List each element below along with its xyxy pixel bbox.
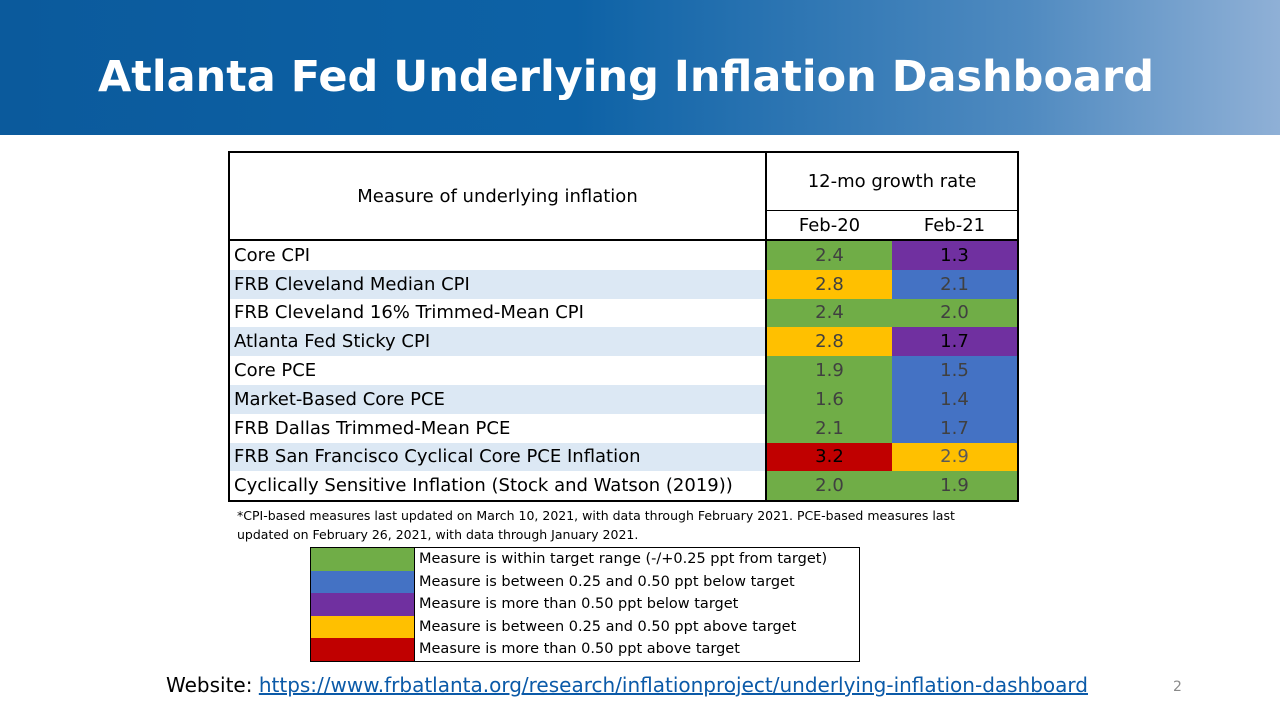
- value-feb20: 2.1: [766, 413, 892, 443]
- table-row: FRB Dallas Trimmed-Mean PCE 2.1 1.7: [228, 413, 1019, 443]
- measure-name: Core PCE: [228, 356, 767, 385]
- legend-text: Measure is within target range (-/+0.25 …: [419, 551, 828, 568]
- value-feb21: 1.9: [892, 471, 1019, 503]
- value-feb21: 1.7: [892, 413, 1019, 443]
- legend-swatch: [310, 638, 415, 661]
- measure-name: FRB Cleveland Median CPI: [228, 269, 767, 299]
- measure-name: FRB San Francisco Cyclical Core PCE Infl…: [228, 442, 767, 472]
- website-link[interactable]: https://www.frbatlanta.org/research/infl…: [258, 673, 1088, 697]
- column-header-feb21: Feb-21: [892, 210, 1019, 241]
- value-feb21: 1.7: [892, 327, 1019, 357]
- table-row: Market-Based Core PCE 1.6 1.4: [228, 384, 1019, 414]
- legend-row: Measure is between 0.25 and 0.50 ppt abo…: [310, 615, 860, 638]
- inflation-dashboard-table: Measure of underlying inflation 12-mo gr…: [228, 151, 1019, 503]
- table-row: Core PCE 1.9 1.5: [228, 356, 1019, 385]
- website-line: Website: https://www.frbatlanta.org/rese…: [166, 673, 1088, 697]
- value-feb20: 2.8: [766, 327, 892, 357]
- measure-header: Measure of underlying inflation: [228, 151, 767, 241]
- legend-text: Measure is between 0.25 and 0.50 ppt bel…: [419, 573, 795, 590]
- website-label: Website:: [166, 673, 253, 697]
- legend-text: Measure is more than 0.50 ppt above targ…: [419, 641, 740, 658]
- title-banner: [0, 0, 1280, 135]
- value-feb20: 2.8: [766, 269, 892, 299]
- legend-text: Measure is between 0.25 and 0.50 ppt abo…: [419, 618, 797, 635]
- page-number: 2: [1173, 679, 1182, 695]
- color-legend: Measure is within target range (-/+0.25 …: [310, 547, 860, 662]
- measure-name: Atlanta Fed Sticky CPI: [228, 327, 767, 357]
- legend-row: Measure is within target range (-/+0.25 …: [310, 547, 860, 571]
- legend-row: Measure is between 0.25 and 0.50 ppt bel…: [310, 570, 860, 593]
- legend-swatch: [310, 593, 415, 616]
- value-feb20: 1.6: [766, 384, 892, 414]
- legend-row: Measure is more than 0.50 ppt above targ…: [310, 638, 860, 661]
- table-row: Core CPI 2.4 1.3: [228, 240, 1019, 270]
- measure-name: Core CPI: [228, 240, 767, 270]
- legend-text: Measure is more than 0.50 ppt below targ…: [419, 596, 739, 613]
- table-row: Cyclically Sensitive Inflation (Stock an…: [228, 471, 1019, 503]
- measure-name: Market-Based Core PCE: [228, 384, 767, 414]
- value-feb21: 1.3: [892, 240, 1019, 270]
- growth-rate-header: 12-mo growth rate: [765, 151, 1019, 211]
- table-row: Atlanta Fed Sticky CPI 2.8 1.7: [228, 327, 1019, 357]
- measure-name: FRB Dallas Trimmed-Mean PCE: [228, 413, 767, 443]
- value-feb21: 2.1: [892, 269, 1019, 299]
- legend-row: Measure is more than 0.50 ppt below targ…: [310, 593, 860, 616]
- value-feb20: 2.4: [766, 298, 892, 328]
- legend-swatch: [310, 615, 415, 638]
- legend-swatch: [310, 570, 415, 593]
- value-feb20: 2.4: [766, 240, 892, 270]
- value-feb21: 1.4: [892, 384, 1019, 414]
- footnote: *CPI-based measures last updated on Marc…: [237, 508, 955, 542]
- value-feb21: 2.0: [892, 298, 1019, 328]
- table-row: FRB Cleveland Median CPI 2.8 2.1: [228, 269, 1019, 299]
- measure-name: FRB Cleveland 16% Trimmed-Mean CPI: [228, 298, 767, 328]
- measure-name: Cyclically Sensitive Inflation (Stock an…: [228, 471, 767, 503]
- value-feb21: 1.5: [892, 356, 1019, 385]
- table-row: FRB San Francisco Cyclical Core PCE Infl…: [228, 442, 1019, 472]
- table-body: Core CPI 2.4 1.3 FRB Cleveland Median CPI 2.…: [228, 240, 1019, 503]
- value-feb20: 2.0: [766, 471, 892, 503]
- value-feb20: 1.9: [766, 356, 892, 385]
- value-feb20: 3.2: [766, 442, 892, 472]
- legend-swatch: [310, 547, 415, 571]
- table-row: FRB Cleveland 16% Trimmed-Mean CPI 2.4 2.0: [228, 298, 1019, 328]
- column-header-feb20: Feb-20: [765, 210, 892, 241]
- page-title: Atlanta Fed Underlying Inflation Dashboa…: [98, 52, 1154, 102]
- value-feb21: 2.9: [892, 442, 1019, 472]
